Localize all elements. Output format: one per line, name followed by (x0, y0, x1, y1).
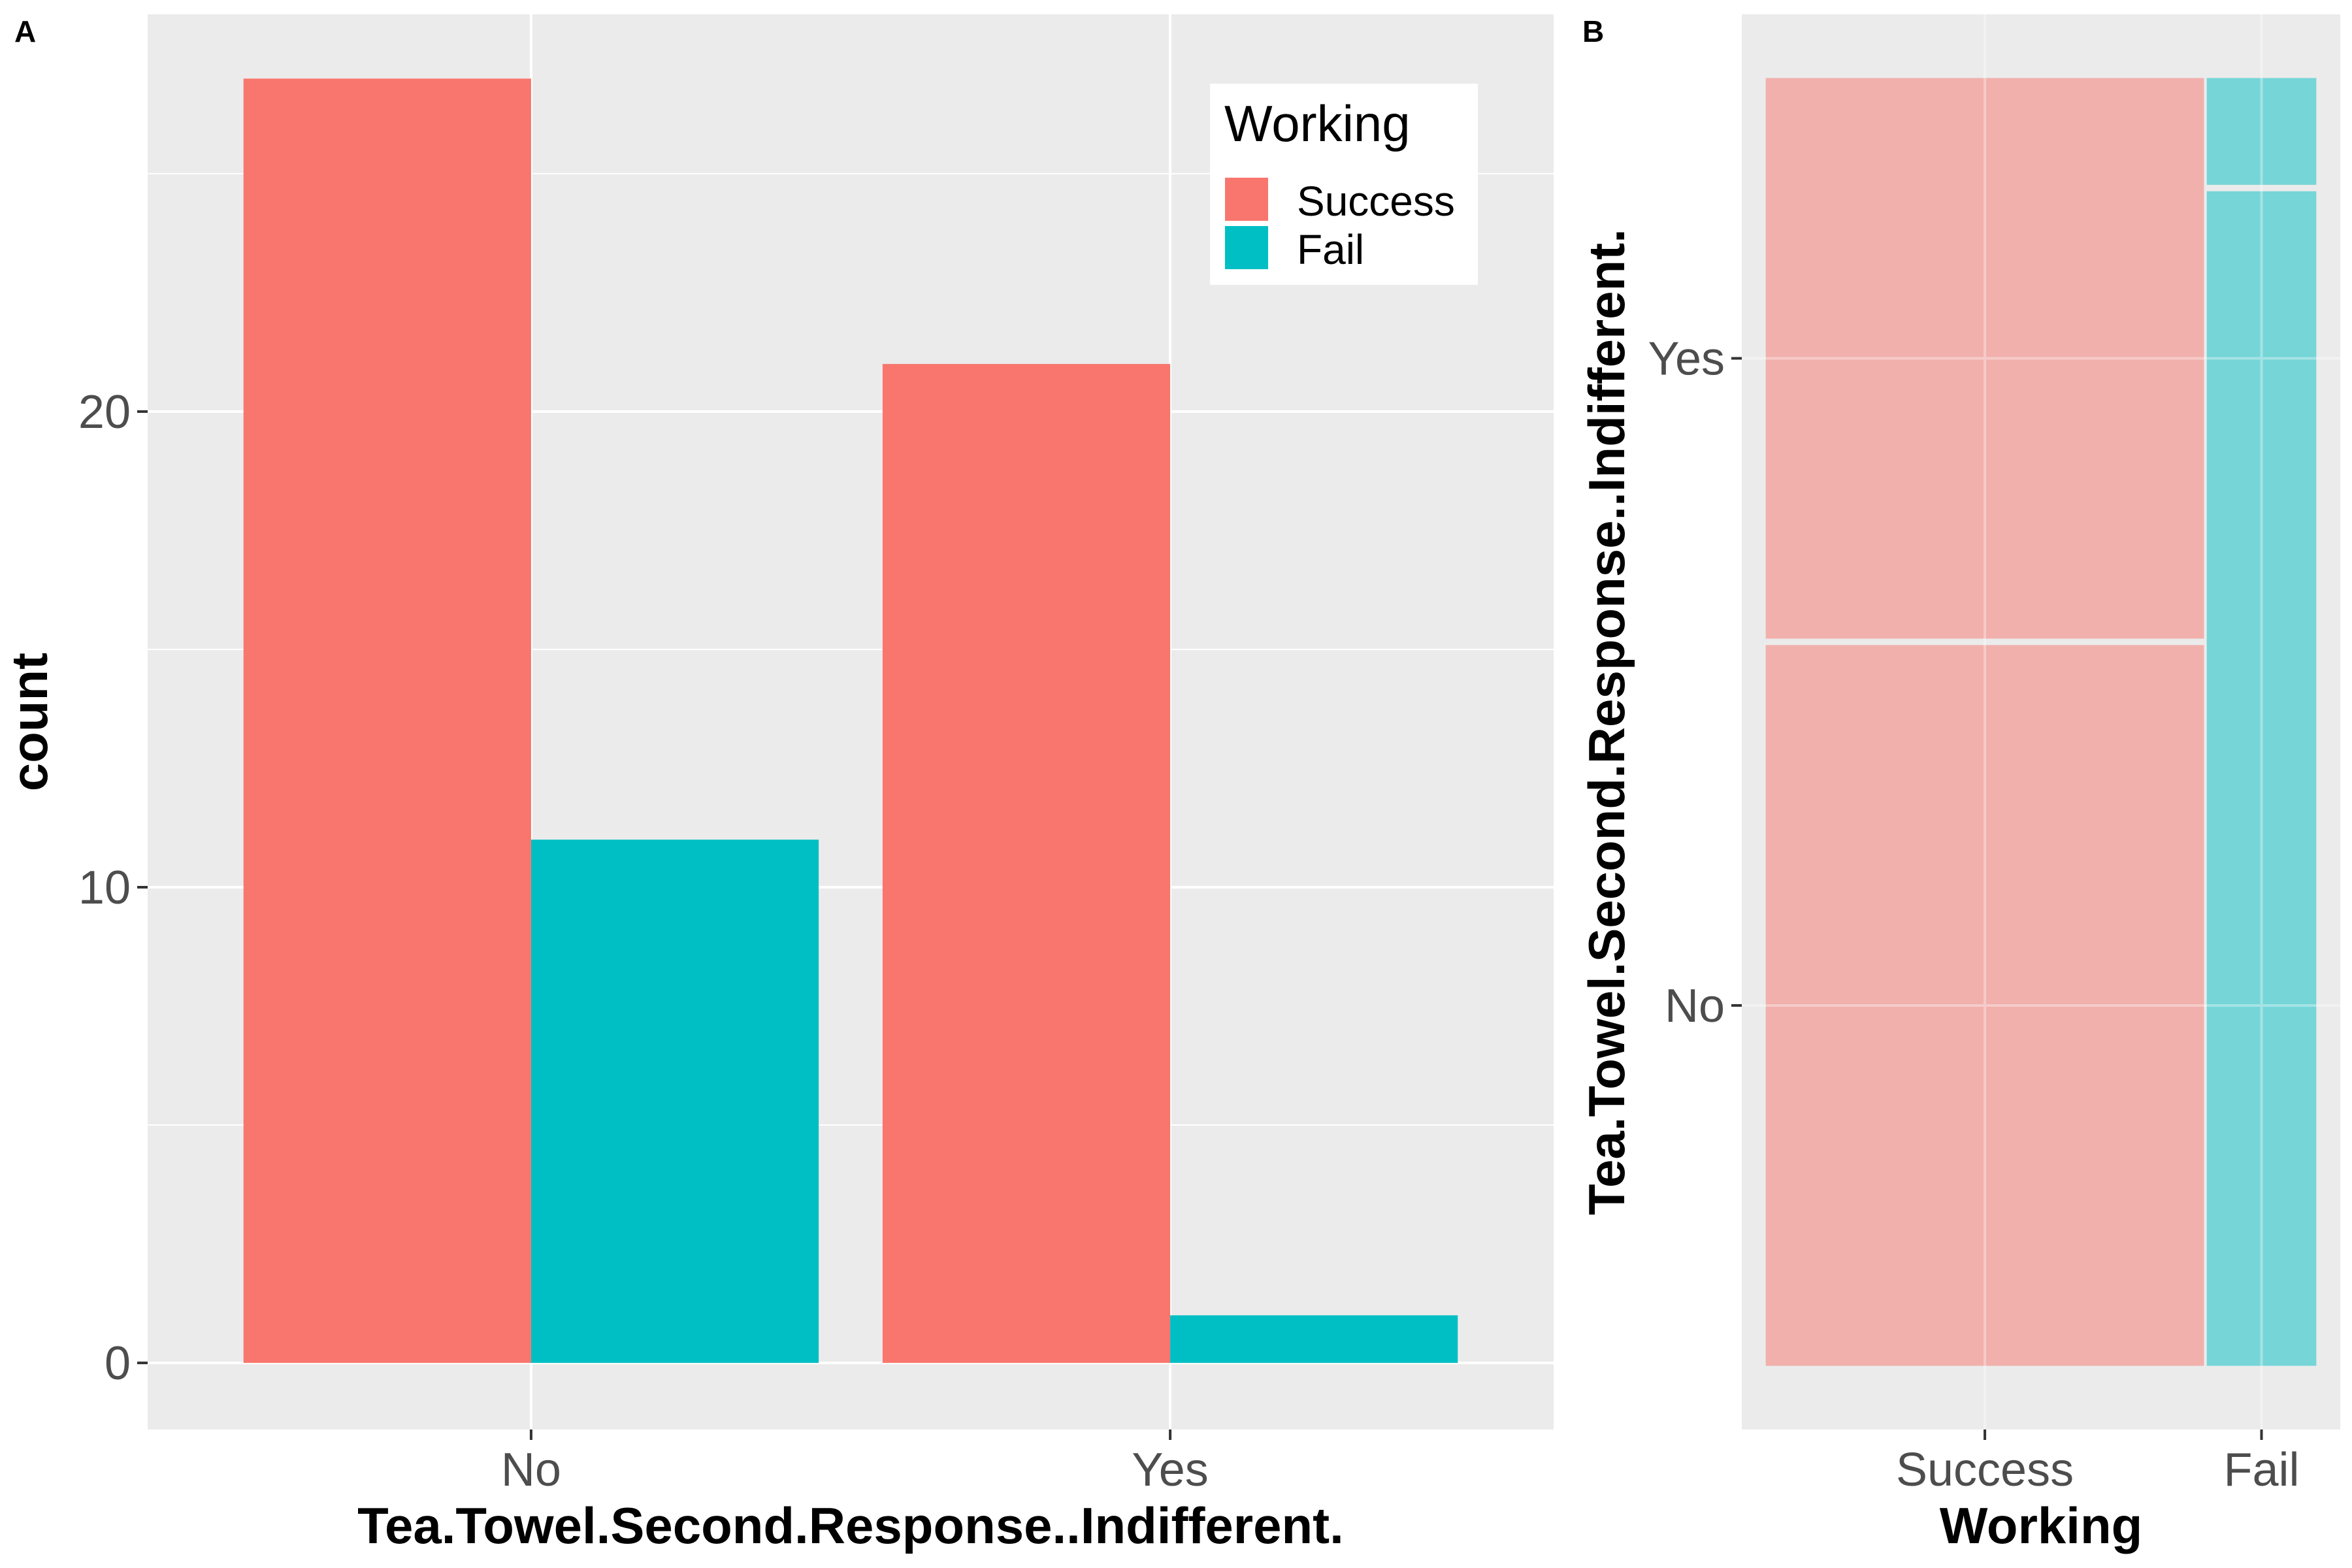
panel-label-b: B (1582, 14, 1604, 48)
x-axis-title-a: Tea.Towel.Second.Response..Indifferent. (357, 1497, 1344, 1554)
plot-b-gridlines (1742, 14, 2340, 1429)
legend-label-fail: Fail (1297, 226, 1364, 273)
x-tick-label-a: No (501, 1444, 561, 1496)
panel-label-a: A (14, 14, 36, 48)
tile-success-yes (1765, 78, 2204, 639)
plot-b-tiles (1765, 78, 2317, 1366)
bar-fail-yes (1170, 1315, 1458, 1364)
legend: Working Success Fail (1210, 84, 1478, 285)
x-tick-label-b: Fail (2224, 1444, 2300, 1496)
y-tick-label-b: No (1665, 980, 1725, 1032)
x-axis-title-b: Working (1940, 1497, 2143, 1554)
legend-label-success: Success (1297, 178, 1455, 225)
tile-fail-yes (2206, 78, 2317, 185)
y-tick-label-a: 0 (105, 1337, 131, 1390)
legend-key-success (1225, 178, 1268, 221)
panel-b-mosaic-chart: B Success Fail No Yes Working Tea.Towel.Sec… (1578, 14, 2340, 1554)
bar-success-yes (882, 364, 1171, 1364)
x-tick-label-b: Success (1896, 1444, 2074, 1496)
y-axis-title-a: count (1, 653, 58, 791)
tile-success-no (1765, 645, 2204, 1366)
y-tick-label-a: 10 (78, 862, 131, 914)
legend-key-fail (1225, 226, 1268, 269)
y-tick-label-b: Yes (1648, 333, 1725, 385)
y-axis-title-b: Tea.Towel.Second.Response..Indifferent. (1578, 229, 1635, 1215)
tile-fail-no (2206, 191, 2317, 1366)
bar-success-no (243, 78, 531, 1364)
plot-a-ticks: 0 10 20 No Yes (78, 386, 1209, 1496)
plot-b-ticks: Success Fail No Yes (1648, 333, 2300, 1496)
legend-title: Working (1224, 95, 1411, 152)
bar-fail-no (531, 840, 819, 1364)
y-tick-label-a: 20 (78, 386, 131, 438)
panel-a-bar-chart: A 0 10 20 No Yes Tea.Towel.Second.Response..… (1, 14, 1554, 1554)
x-tick-label-a: Yes (1132, 1444, 1208, 1496)
plot-a-bars (243, 78, 1458, 1364)
